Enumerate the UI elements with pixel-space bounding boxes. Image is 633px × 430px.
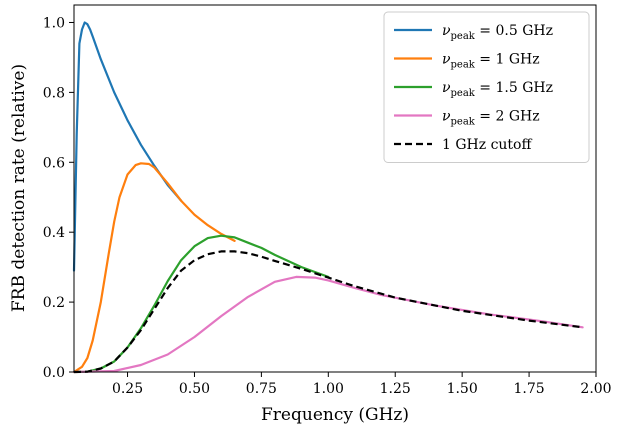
series-line-2 (72, 162, 236, 374)
x-tick-label: 1.75 (513, 381, 544, 397)
legend-label: νpeak = 1 GHz (442, 52, 540, 71)
y-tick-label: 0.2 (43, 295, 65, 311)
legend-label: νpeak = 1.5 GHz (442, 80, 553, 99)
legend-value: = 0.5 GHz (475, 23, 553, 39)
x-axis-ticks: 0.25 0.50 0.75 1.00 1.25 1.50 1.75 2.00 (112, 372, 612, 397)
legend-symbol: ν (442, 23, 451, 39)
y-tick-label: 0.8 (43, 85, 65, 101)
legend-subscript: peak (451, 60, 476, 71)
x-tick-label: 0.50 (179, 381, 210, 397)
x-tick-label: 1.25 (380, 381, 411, 397)
legend-value: = 1 GHz (475, 52, 540, 68)
x-axis-title: Frequency (GHz) (261, 405, 409, 425)
y-axis-title: FRB detection rate (relative) (9, 64, 29, 312)
legend-symbol: ν (442, 52, 451, 68)
x-tick-label: 2.00 (580, 381, 611, 397)
legend-label: 1 GHz cutoff (442, 137, 532, 153)
legend-subscript: peak (451, 88, 476, 99)
x-tick-label: 0.75 (246, 381, 277, 397)
y-axis-ticks: 0.0 0.2 0.4 0.6 0.8 1.0 (43, 15, 74, 381)
y-tick-label: 0.6 (43, 155, 65, 171)
legend-label: νpeak = 2 GHz (442, 109, 540, 128)
y-tick-label: 0.0 (43, 365, 65, 381)
legend-box (383, 11, 590, 163)
legend-symbol: ν (442, 109, 451, 125)
y-tick-label: 0.4 (43, 225, 65, 241)
plot-frame (73, 4, 597, 373)
y-tick-label: 1.0 (43, 15, 65, 31)
legend-value: 1 GHz cutoff (442, 137, 532, 153)
legend-value: = 2 GHz (475, 109, 540, 125)
x-tick-label: 0.25 (112, 381, 143, 397)
series-line-1 (72, 21, 183, 272)
legend-symbol: ν (442, 80, 451, 96)
series-line-5 (73, 250, 583, 374)
legend-subscript: peak (451, 31, 476, 42)
x-tick-label: 1.00 (313, 381, 344, 397)
legend-subscript: peak (451, 117, 476, 128)
legend-value: = 1.5 GHz (475, 80, 553, 96)
series-layer (72, 21, 584, 374)
x-tick-label: 1.50 (447, 381, 478, 397)
legend-label: νpeak = 0.5 GHz (442, 23, 553, 42)
